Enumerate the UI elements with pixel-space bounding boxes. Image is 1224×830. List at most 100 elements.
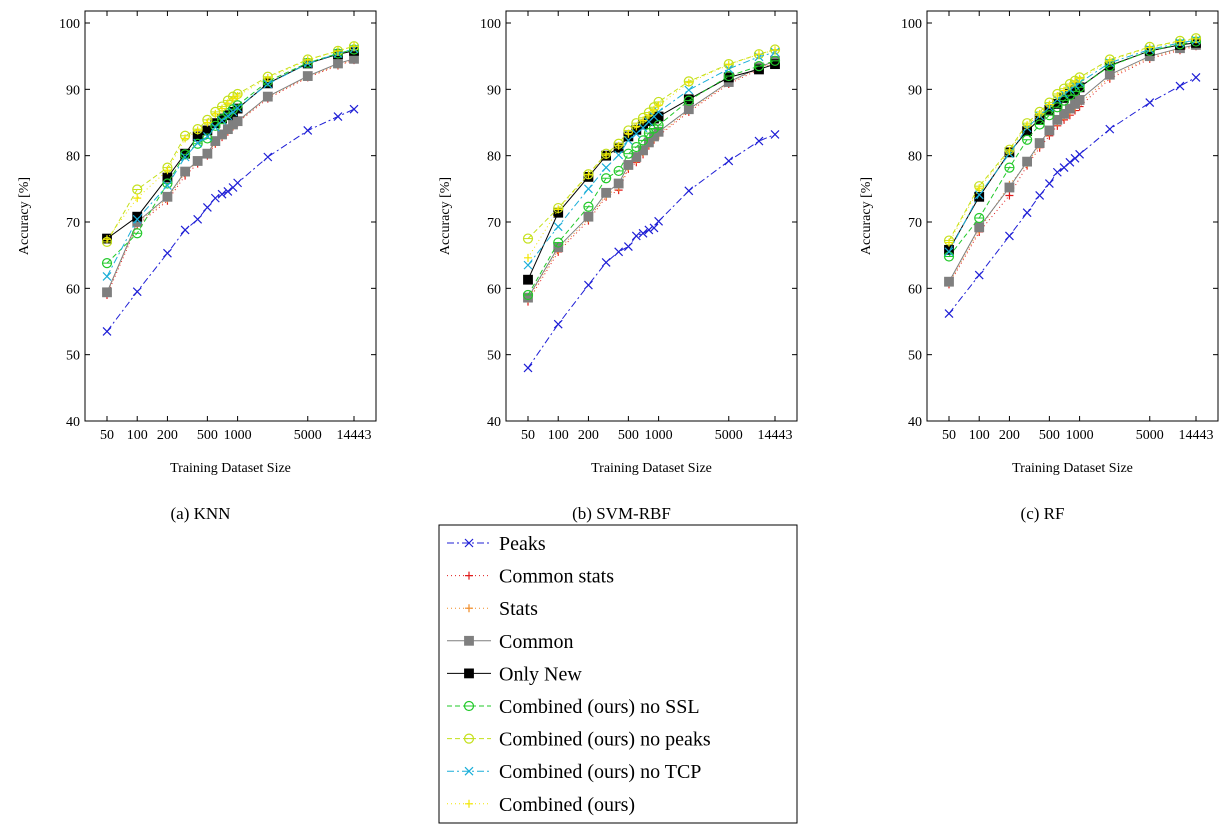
y-tick-label: 50	[487, 349, 501, 364]
x-tick-label: 1000	[645, 428, 673, 443]
data-series	[103, 54, 359, 296]
panel-caption: (c) RF	[1021, 504, 1065, 523]
data-point	[103, 272, 111, 280]
data-series	[524, 46, 779, 262]
x-tick-label: 50	[100, 428, 114, 443]
y-axis-label: Accuracy [%]	[17, 177, 32, 255]
y-tick-label: 50	[908, 349, 922, 364]
series-line	[949, 42, 1196, 257]
legend-label: Common stats	[499, 566, 614, 588]
legend-label: Peaks	[499, 533, 546, 555]
x-tick-label: 100	[969, 428, 990, 443]
data-point	[234, 179, 242, 187]
y-tick-label: 60	[66, 282, 80, 297]
series-line	[949, 38, 1196, 240]
data-series	[103, 45, 359, 268]
x-tick-label: 1000	[224, 428, 252, 443]
data-point	[263, 92, 272, 101]
series-line	[107, 59, 354, 292]
legend-label: Combined (ours) no peaks	[499, 729, 711, 751]
data-point	[1106, 125, 1114, 133]
data-point	[264, 153, 272, 161]
data-point	[1176, 82, 1184, 90]
data-point	[133, 194, 141, 202]
y-tick-label: 80	[908, 150, 922, 165]
data-series	[524, 57, 779, 302]
y-axis-label: Accuracy [%]	[438, 177, 453, 255]
x-tick-label: 50	[521, 428, 535, 443]
data-point	[1053, 168, 1061, 176]
series-line	[107, 60, 354, 295]
axis-frame	[85, 11, 376, 421]
data-point	[524, 364, 532, 372]
x-tick-label: 14443	[337, 428, 372, 443]
legend-label: Stats	[499, 598, 538, 620]
data-point	[945, 310, 953, 318]
chart-panel: 40506070809010050 100 200 500 1000 5000 14443T…	[859, 11, 1218, 523]
y-tick-label: 70	[908, 216, 922, 231]
data-series	[524, 56, 780, 299]
data-point	[233, 117, 242, 126]
data-point	[624, 243, 632, 251]
x-tick-label: 50	[942, 428, 956, 443]
data-point	[103, 259, 112, 268]
data-series	[524, 48, 779, 269]
data-point	[632, 232, 640, 240]
series-line	[528, 61, 775, 295]
panel-caption: (a) KNN	[171, 504, 231, 523]
data-series	[524, 56, 780, 302]
data-point	[1075, 95, 1084, 104]
data-point	[975, 192, 984, 201]
data-point	[654, 112, 663, 121]
data-point	[1045, 126, 1054, 135]
data-point	[554, 223, 562, 231]
x-tick-label: 200	[578, 428, 599, 443]
x-tick-label: 500	[618, 428, 639, 443]
data-point	[584, 202, 593, 211]
data-point	[193, 156, 202, 165]
data-point	[163, 192, 172, 201]
x-tick-label: 100	[548, 428, 569, 443]
data-point	[771, 130, 779, 138]
data-point	[133, 229, 142, 238]
data-point	[602, 258, 610, 266]
y-tick-label: 80	[487, 150, 501, 165]
series-line	[949, 40, 1196, 252]
data-point	[614, 179, 623, 188]
x-tick-label: 5000	[294, 428, 322, 443]
data-point	[655, 101, 663, 109]
data-point	[975, 223, 984, 232]
data-point	[524, 261, 532, 269]
y-tick-label: 80	[66, 150, 80, 165]
legend-swatch-marker	[465, 636, 474, 645]
y-tick-label: 60	[908, 282, 922, 297]
data-point	[333, 59, 342, 68]
data-point	[602, 174, 611, 183]
series-line	[107, 51, 354, 239]
y-tick-label: 90	[908, 83, 922, 98]
y-tick-label: 70	[487, 216, 501, 231]
data-point	[1023, 157, 1032, 166]
data-point	[584, 185, 592, 193]
x-tick-label: 1000	[1066, 428, 1094, 443]
data-point	[1035, 139, 1044, 148]
series-line	[528, 64, 775, 280]
data-point	[614, 166, 623, 175]
data-point	[181, 226, 189, 234]
data-point	[1146, 99, 1154, 107]
data-series	[524, 59, 779, 306]
x-tick-label: 200	[999, 428, 1020, 443]
data-point	[524, 254, 532, 262]
data-point	[1036, 191, 1044, 199]
data-point	[133, 288, 141, 296]
series-line	[528, 61, 775, 298]
x-tick-label: 100	[127, 428, 148, 443]
data-point	[1005, 191, 1013, 199]
data-point	[103, 288, 112, 297]
x-axis-label: Training Dataset Size	[591, 461, 712, 476]
x-tick-label: 500	[1039, 428, 1060, 443]
y-tick-label: 100	[480, 17, 501, 32]
legend-label: Common	[499, 631, 573, 653]
data-point	[684, 105, 693, 114]
